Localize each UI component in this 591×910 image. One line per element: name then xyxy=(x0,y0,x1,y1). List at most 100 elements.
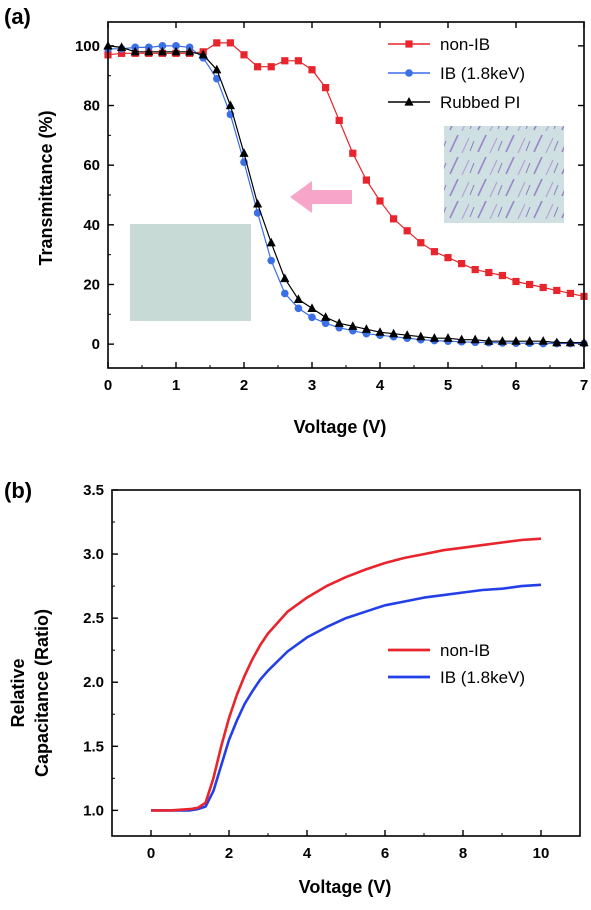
panel-a-xtick-label: 2 xyxy=(240,377,248,394)
data-point xyxy=(362,176,370,184)
data-point xyxy=(321,312,331,321)
data-point xyxy=(484,336,494,345)
panel-b-ytick-labels: 1.0 1.5 2.0 2.5 3.0 3.5 xyxy=(83,482,104,819)
panel-a-ytick-labels: 0 20 40 60 80 100 xyxy=(75,38,100,353)
data-point xyxy=(294,304,303,313)
panel-a-xtick-label: 6 xyxy=(512,377,520,394)
shift-arrow xyxy=(290,181,352,213)
legend-label: non-IB xyxy=(440,35,490,54)
panel-b: (b) 0 2 4 6 8 10 1.0 1.5 2.0 2.5 3.0 3.5 Voltage (… xyxy=(4,478,581,897)
data-point xyxy=(566,289,574,298)
data-point xyxy=(457,334,467,344)
panel-a-xtick-label: 1 xyxy=(172,377,180,394)
data-point xyxy=(130,46,140,56)
panel-b-ytick-label: 1.0 xyxy=(83,802,104,819)
data-point xyxy=(226,39,234,47)
legend-marker xyxy=(404,97,414,106)
legend-label: IB (1.8keV) xyxy=(440,668,525,687)
panel-a-ytick-label: 20 xyxy=(83,276,100,293)
panel-b-ylabel-line1: Relative xyxy=(8,658,28,727)
data-point xyxy=(213,74,221,83)
data-point xyxy=(403,227,411,235)
panel-a-xtick-label: 5 xyxy=(444,377,452,394)
panel-a-ytick-label: 40 xyxy=(83,217,100,234)
data-point xyxy=(158,42,167,50)
panel-b-xtick-label: 6 xyxy=(381,845,389,862)
data-point xyxy=(402,330,412,339)
panel-b-xtick-label: 2 xyxy=(225,845,233,862)
legend-marker xyxy=(405,69,413,77)
data-point xyxy=(471,265,479,274)
data-point xyxy=(376,197,384,205)
data-point xyxy=(144,46,154,56)
data-point xyxy=(172,42,180,50)
panel-a-xtick-labels: 0 1 2 3 4 5 6 7 xyxy=(104,377,588,394)
panel-a-ytick-label: 60 xyxy=(83,157,100,174)
data-point xyxy=(512,277,520,286)
series-line-non-ib xyxy=(151,537,542,812)
data-point xyxy=(485,268,493,277)
data-point xyxy=(240,51,248,59)
panel-a-ytick-label: 100 xyxy=(75,38,100,55)
panel-b-label: (b) xyxy=(4,478,32,503)
panel-a-xtick-label: 4 xyxy=(376,377,385,394)
legend-item: Rubbed PI xyxy=(388,93,520,112)
data-point xyxy=(280,273,290,283)
data-point xyxy=(239,148,249,157)
data-point xyxy=(429,333,439,342)
data-point xyxy=(349,149,357,157)
panel-a-label: (a) xyxy=(4,4,31,29)
panel-b-xtick-labels: 0 2 4 6 8 10 xyxy=(147,845,550,862)
panel-a-ytick-label: 80 xyxy=(83,98,100,115)
series-line-ib-1-8kev xyxy=(151,583,542,812)
data-point xyxy=(390,215,398,223)
legend-item: IB (1.8keV) xyxy=(388,64,525,83)
data-point xyxy=(443,333,453,342)
legend-item: IB (1.8keV) xyxy=(388,668,525,687)
data-point xyxy=(538,336,548,345)
legend-label: Rubbed PI xyxy=(440,93,520,112)
panel-a-ylabel: Transmittance (%) xyxy=(36,110,56,265)
data-point xyxy=(118,49,126,57)
data-point xyxy=(198,49,208,59)
data-point xyxy=(525,336,535,345)
panel-b-ytick-label: 3.0 xyxy=(83,546,104,563)
data-point xyxy=(416,331,426,341)
panel-b-series xyxy=(151,537,542,812)
panel-b-ytick-label: 2.0 xyxy=(83,674,104,691)
data-point xyxy=(266,237,276,247)
data-point xyxy=(117,42,127,51)
data-point xyxy=(375,327,385,336)
data-point xyxy=(565,337,575,347)
legend-label: IB (1.8keV) xyxy=(440,64,525,83)
data-point xyxy=(511,336,521,345)
data-point xyxy=(444,254,452,262)
data-point xyxy=(307,303,317,312)
data-point xyxy=(254,63,262,71)
data-point xyxy=(322,84,330,92)
panel-b-xtick-label: 8 xyxy=(459,845,467,862)
data-point xyxy=(171,46,181,56)
data-point xyxy=(308,313,316,322)
data-point xyxy=(225,100,235,110)
data-point xyxy=(212,64,222,74)
panel-b-ylabel-line2: Capacitance (Ratio) xyxy=(32,609,52,777)
panel-a-xtick-label: 0 xyxy=(104,377,112,394)
data-point xyxy=(267,256,276,265)
data-point xyxy=(185,46,195,56)
data-point xyxy=(539,283,547,292)
panel-a-ytick-label: 0 xyxy=(92,336,100,353)
data-point xyxy=(497,336,507,345)
panel-a-xlabel: Voltage (V) xyxy=(294,417,387,437)
panel-a-xtick-label: 7 xyxy=(580,377,588,394)
panel-b-ytick-label: 1.5 xyxy=(83,738,104,755)
data-point xyxy=(294,57,302,65)
data-point xyxy=(458,260,466,268)
panel-b-ytick-label: 3.5 xyxy=(83,482,104,499)
panel-a: (a) 0 1 2 3 4 5 6 7 0 20 40 60 80 100 Voltage (V) Tr… xyxy=(4,4,589,437)
legend-label: non-IB xyxy=(440,641,490,660)
data-point xyxy=(552,337,562,347)
data-point xyxy=(498,271,506,280)
data-point xyxy=(526,280,534,289)
data-point xyxy=(335,116,343,125)
